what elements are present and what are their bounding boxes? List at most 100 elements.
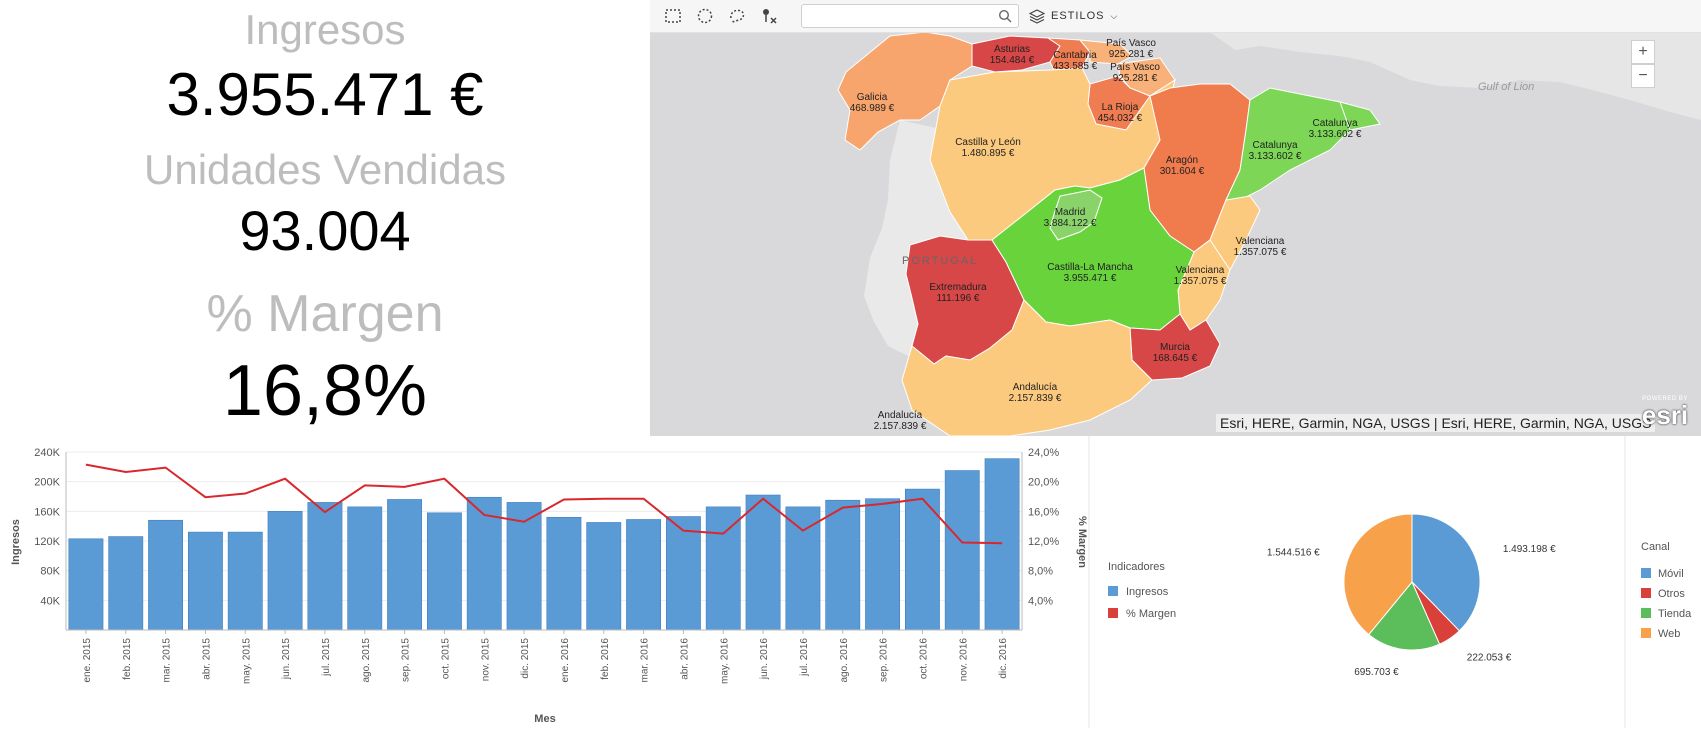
x-tick-label: ago. 2016 xyxy=(839,638,850,683)
y2-tick-label: 24,0% xyxy=(1028,447,1059,459)
legend-swatch-margen xyxy=(1108,608,1118,618)
y2-tick-label: 20,0% xyxy=(1028,477,1059,489)
bar-15[interactable] xyxy=(665,516,701,631)
region-catalunya[interactable] xyxy=(1339,101,1381,131)
pie-slice-movil[interactable] xyxy=(1411,513,1481,632)
y2-tick-label: 16,0% xyxy=(1028,506,1059,518)
map-search-input[interactable] xyxy=(801,4,1019,28)
margen-kpi-label: % Margen xyxy=(206,285,444,343)
region-label-catalunya: Catalunya xyxy=(1252,140,1297,151)
bar-6[interactable] xyxy=(307,502,343,631)
zoom-in-button[interactable]: + xyxy=(1631,40,1655,64)
region-andalucia[interactable] xyxy=(901,299,1153,436)
bar-16[interactable] xyxy=(705,506,741,631)
region-label-andalucia: Andalucía xyxy=(878,410,923,421)
zoom-out-button[interactable]: − xyxy=(1631,64,1655,88)
unidades-kpi-value: 93.004 xyxy=(239,199,411,262)
x-tick-label: feb. 2016 xyxy=(600,638,611,680)
margen-kpi-value: 16,8% xyxy=(222,351,428,431)
combo-xlabel: Mes xyxy=(534,713,555,725)
styles-button[interactable]: ESTILOS ⌵ xyxy=(1021,4,1126,28)
esri-logo-bottom: esri xyxy=(1641,400,1689,430)
canal-legend-title: Canal xyxy=(1641,541,1670,553)
y-tick-label: 120K xyxy=(34,536,60,548)
region-label-andalucia: Andalucía xyxy=(1013,382,1058,393)
x-tick-label: jul. 2016 xyxy=(799,638,810,677)
region-value-catalunya: 3.133.602 € xyxy=(1249,151,1302,162)
bar-5[interactable] xyxy=(267,511,303,631)
region-galicia[interactable] xyxy=(837,31,973,151)
x-tick-label: nov. 2015 xyxy=(480,638,491,682)
clear-pin-icon[interactable] xyxy=(759,6,779,26)
bar-23[interactable] xyxy=(984,458,1020,631)
bar-13[interactable] xyxy=(586,522,622,631)
search-icon[interactable] xyxy=(998,9,1012,23)
lasso-select-icon[interactable] xyxy=(727,6,747,26)
pie-panel: Indicadores Ingresos % Margen 1.493.198 … xyxy=(1091,436,1701,728)
region-castilla-la-mancha[interactable] xyxy=(991,167,1195,331)
bar-18[interactable] xyxy=(785,506,821,631)
bar-17[interactable] xyxy=(745,494,781,631)
legend-swatch-movil xyxy=(1641,568,1651,578)
canal-pie-chart: Indicadores Ingresos % Margen 1.493.198 … xyxy=(1108,436,1692,728)
region-value-la-rioja: 454.032 € xyxy=(1098,113,1143,124)
x-tick-label: nov. 2016 xyxy=(958,638,969,682)
x-tick-label: mar. 2016 xyxy=(640,638,651,683)
bar-3[interactable] xyxy=(187,531,223,631)
ingresos-kpi-label: Ingresos xyxy=(244,6,406,53)
region-catalunya[interactable] xyxy=(1225,87,1361,201)
region-value-castilla-la-mancha: 3.955.471 € xyxy=(1064,273,1117,284)
pie-label-tienda: 695.703 € xyxy=(1354,667,1399,678)
indicadores-legend-title: Indicadores xyxy=(1108,561,1165,573)
region-label-pais-vasco: País Vasco xyxy=(1106,38,1156,49)
portugal-label: PORTUGAL xyxy=(902,255,978,267)
esri-logo: POWERED BY esri xyxy=(1634,396,1696,432)
pie-label-otros: 222.053 € xyxy=(1467,653,1512,664)
map-panel[interactable]: Asturias 154.484 € Cantabria 433.585 € País … xyxy=(650,0,1701,436)
france-land xyxy=(1210,32,1701,120)
bar-8[interactable] xyxy=(387,499,423,631)
x-tick-label: jul. 2015 xyxy=(321,638,332,677)
unidades-kpi-label: Unidades Vendidas xyxy=(144,146,506,193)
bar-22[interactable] xyxy=(944,470,980,631)
x-tick-label: oct. 2016 xyxy=(918,638,929,680)
bar-7[interactable] xyxy=(347,506,383,631)
bar-21[interactable] xyxy=(904,488,940,631)
pie-slice-web[interactable] xyxy=(1343,513,1413,636)
region-value-valenciana: 1.357.075 € xyxy=(1174,276,1227,287)
region-label-aragon: Aragón xyxy=(1166,155,1198,166)
circle-select-icon[interactable] xyxy=(695,6,715,26)
region-value-cantabria: 433.585 € xyxy=(1053,61,1098,72)
x-tick-label: ene. 2016 xyxy=(560,638,571,683)
y-tick-label: 200K xyxy=(34,477,60,489)
bar-0[interactable] xyxy=(68,538,104,631)
bar-4[interactable] xyxy=(227,531,263,631)
bar-1[interactable] xyxy=(108,536,144,631)
x-tick-label: ene. 2015 xyxy=(82,638,93,683)
bar-20[interactable] xyxy=(865,498,901,631)
margen-line[interactable] xyxy=(85,463,1003,545)
region-label-murcia: Murcia xyxy=(1160,342,1190,353)
region-value-pais-vasco: 925.281 € xyxy=(1113,73,1158,84)
legend-swatch-otros xyxy=(1641,588,1651,598)
region-label-la-rioja: La Rioja xyxy=(1102,102,1139,113)
region-label-madrid: Madrid xyxy=(1055,207,1086,218)
bar-14[interactable] xyxy=(626,519,662,631)
map-attribution: Esri, HERE, Garmin, NGA, USGS | Esri, HE… xyxy=(1216,414,1656,432)
esri-logo-top: POWERED BY xyxy=(1642,396,1688,402)
bar-9[interactable] xyxy=(426,512,462,631)
bar-10[interactable] xyxy=(466,496,502,631)
rectangle-select-icon[interactable] xyxy=(663,6,683,26)
y-tick-label: 160K xyxy=(34,506,60,518)
region-value-madrid: 3.884.122 € xyxy=(1044,218,1097,229)
bar-19[interactable] xyxy=(825,499,861,631)
bar-12[interactable] xyxy=(546,516,582,631)
legend-label-otros: Otros xyxy=(1658,588,1685,600)
x-tick-label: abr. 2016 xyxy=(679,638,690,680)
bar-11[interactable] xyxy=(506,502,542,631)
y2-tick-label: 12,0% xyxy=(1028,536,1059,548)
bar-2[interactable] xyxy=(148,519,184,631)
legend-label-tienda: Tienda xyxy=(1658,608,1692,620)
pie-slice-tienda[interactable] xyxy=(1368,581,1441,651)
